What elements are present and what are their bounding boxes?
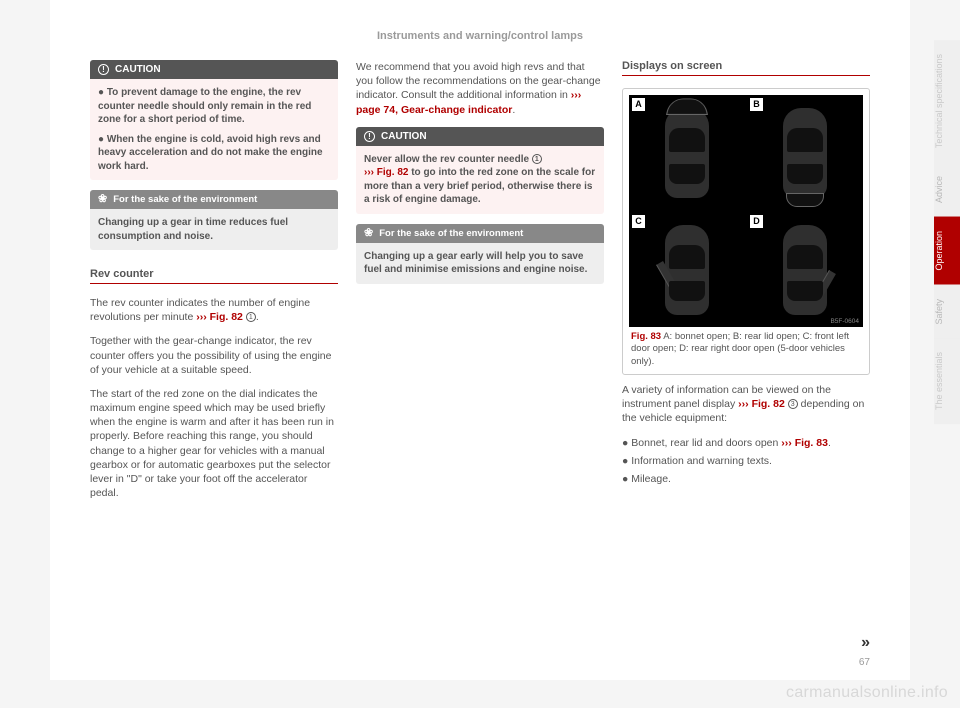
env-head-2: ❀ For the sake of the environment (356, 224, 604, 243)
env-text: Changing up a gear in time reduces fuel … (98, 216, 330, 243)
caution-icon: ! (98, 64, 109, 75)
column-1: ! CAUTION ● To prevent damage to the eng… (90, 60, 338, 510)
figure-grid: A B C D B5F-0604 (629, 95, 863, 327)
env-label-2: For the sake of the environment (379, 228, 523, 239)
caution-box: ! CAUTION ● To prevent damage to the eng… (90, 60, 338, 180)
panel-d: D B5F-0604 (747, 212, 863, 327)
bullet-3: ● Mileage. (622, 472, 870, 486)
page-number: 67 (859, 657, 870, 668)
content-columns: ! CAUTION ● To prevent damage to the eng… (90, 60, 870, 510)
caution-text-1: ● To prevent damage to the engine, the r… (98, 86, 330, 127)
caution-text-2: ● When the engine is cold, avoid high re… (98, 133, 330, 174)
column-2: We recommend that you avoid high revs an… (356, 60, 604, 510)
bullet-2: ● Information and warning texts. (622, 454, 870, 468)
env-body-2: Changing up a gear early will help you t… (356, 243, 604, 284)
col2-intro: We recommend that you avoid high revs an… (356, 60, 604, 117)
panel-c: C (629, 212, 745, 327)
panel-b: B (747, 95, 863, 210)
env-text-2: Changing up a gear early will help you t… (364, 250, 596, 277)
env-label: For the sake of the environment (113, 194, 257, 205)
caution-label-2: CAUTION (381, 131, 427, 142)
page-header: Instruments and warning/control lamps (90, 30, 870, 42)
image-ref: B5F-0604 (830, 318, 859, 325)
bullet-1: ● Bonnet, rear lid and doors open ››› Fi… (622, 436, 870, 450)
tab-safety[interactable]: Safety (934, 285, 960, 339)
watermark: carmanualsonline.info (786, 684, 948, 702)
flower-icon: ❀ (364, 228, 373, 239)
continuation-mark: » (861, 634, 870, 652)
column-3: Displays on screen A B C (622, 60, 870, 510)
section-displays: Displays on screen (622, 60, 870, 76)
tab-essentials[interactable]: The essentials (934, 338, 960, 424)
side-tabs: Technical specifications Advice Operatio… (934, 40, 960, 424)
rev-para-2: Together with the gear-change indicator,… (90, 334, 338, 377)
caution-body-2: Never allow the rev counter needle 1 ›››… (356, 146, 604, 214)
caution-icon: ! (364, 131, 375, 142)
caution-head: ! CAUTION (90, 60, 338, 79)
caution-label: CAUTION (115, 64, 161, 75)
env-head: ❀ For the sake of the environment (90, 190, 338, 209)
manual-page: Instruments and warning/control lamps ! … (50, 0, 910, 680)
env-box: ❀ For the sake of the environment Changi… (90, 190, 338, 250)
caution-head-2: ! CAUTION (356, 127, 604, 146)
rev-para-3: The start of the red zone on the dial in… (90, 387, 338, 500)
tab-tech-spec[interactable]: Technical specifications (934, 40, 960, 162)
flower-icon: ❀ (98, 194, 107, 205)
rev-para-1: The rev counter indicates the number of … (90, 296, 338, 324)
caution-body: ● To prevent damage to the engine, the r… (90, 79, 338, 180)
tab-operation[interactable]: Operation (934, 217, 960, 285)
caution-box-2: ! CAUTION Never allow the rev counter ne… (356, 127, 604, 214)
car-icon (665, 225, 709, 315)
car-icon (783, 108, 827, 198)
tab-advice[interactable]: Advice (934, 162, 960, 217)
section-rev-counter: Rev counter (90, 268, 338, 284)
figure-83: A B C D B5F-0604 (622, 88, 870, 375)
car-icon (783, 225, 827, 315)
panel-a: A (629, 95, 745, 210)
figure-caption: Fig. 83 A: bonnet open; B: rear lid open… (629, 327, 863, 368)
car-icon (665, 108, 709, 198)
env-body: Changing up a gear in time reduces fuel … (90, 209, 338, 250)
col3-para-1: A variety of information can be viewed o… (622, 383, 870, 426)
bullet-list: ● Bonnet, rear lid and doors open ››› Fi… (622, 436, 870, 487)
env-box-2: ❀ For the sake of the environment Changi… (356, 224, 604, 284)
